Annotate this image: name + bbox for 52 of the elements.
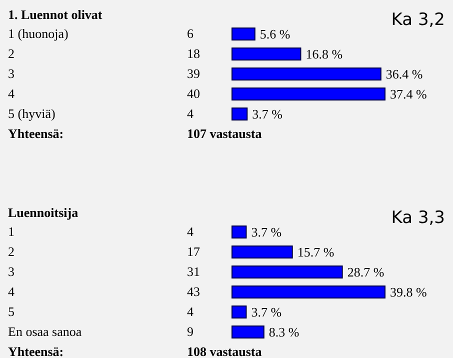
y-tick-label: 4 — [8, 284, 15, 299]
text: 40 — [187, 86, 200, 101]
data-label: 16.8 % — [306, 46, 343, 62]
y-tick-label: 5 — [8, 304, 14, 319]
bar — [232, 88, 386, 100]
bar — [232, 246, 293, 258]
y-tick-label: 3 — [8, 264, 14, 279]
text: Yhteensä: — [8, 125, 64, 143]
text: Ka 3,2 — [391, 10, 445, 30]
y-tick-label: 1 (huonoja) — [8, 26, 68, 41]
text: 108 vastausta — [187, 343, 262, 358]
bar — [232, 266, 343, 278]
data-label: 39.8 % — [390, 284, 427, 300]
data-label: 5.6 % — [260, 26, 290, 42]
text: 9 — [187, 324, 194, 339]
y-tick-label: 4 — [8, 86, 15, 101]
bar — [232, 68, 382, 80]
text: 31 — [187, 264, 200, 279]
data-label: 3.7 % — [251, 224, 282, 240]
text: 4 — [187, 106, 194, 121]
text: 39 — [187, 66, 200, 81]
text: Ka 3,3 — [391, 208, 445, 228]
data-label: 15.7 % — [297, 244, 334, 260]
data-label: 36.4 % — [386, 66, 423, 82]
text: Luennoitsija — [8, 205, 78, 220]
y-tick-label: 5 (hyviä) — [8, 106, 56, 121]
bar — [232, 306, 247, 318]
text: 4 — [187, 304, 194, 319]
y-tick-label: 2 — [8, 46, 14, 61]
data-label: 37.4 % — [390, 86, 427, 102]
text: 1. Luennot olivat — [8, 7, 102, 22]
bar — [232, 48, 302, 60]
bar — [232, 108, 248, 120]
bar — [232, 28, 256, 40]
text: Yhteensä: — [8, 343, 64, 358]
y-tick-label: En osaa sanoa — [8, 324, 82, 339]
bar — [232, 326, 264, 338]
y-tick-label: 3 — [8, 66, 14, 81]
bar — [232, 226, 247, 238]
text: 18 — [187, 46, 200, 61]
text: 107 vastausta — [187, 125, 262, 143]
text: 17 — [187, 244, 200, 259]
data-label: 3.7 % — [252, 106, 283, 122]
data-label: 8.3 % — [268, 324, 300, 340]
text: 4 — [187, 224, 194, 239]
data-label: 28.7 % — [347, 264, 384, 280]
text: 6 — [187, 26, 194, 41]
data-label: 3.7 % — [251, 304, 282, 320]
text: 43 — [187, 284, 200, 299]
y-tick-label: 1 — [8, 224, 14, 239]
bar — [232, 286, 386, 298]
y-tick-label: 2 — [8, 244, 14, 259]
